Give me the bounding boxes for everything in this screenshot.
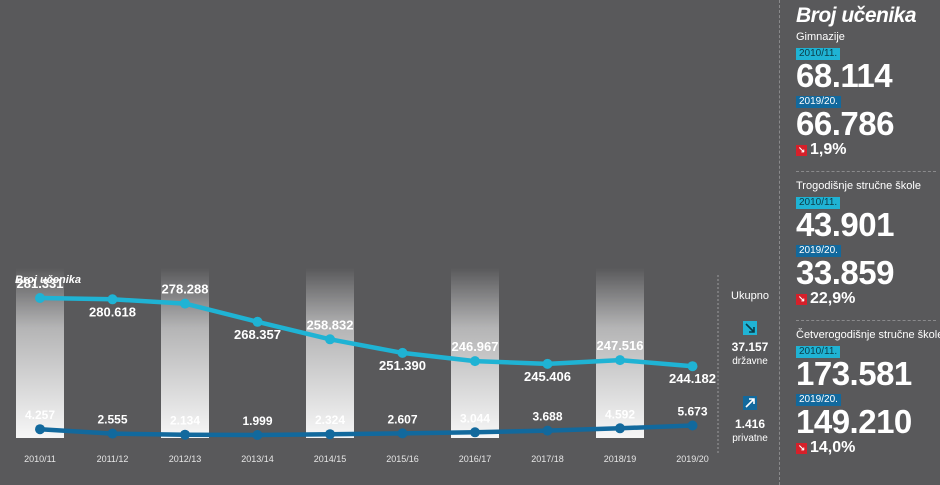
year-badge: 2010/11. [796,346,841,358]
value-2010: 68.114 [796,57,893,94]
data-point [397,347,408,358]
series-line [37,295,695,369]
data-point [252,316,263,327]
data-point [470,427,480,438]
data-label: 278.288 [162,282,209,297]
x-tick-label: 2019/20 [676,454,709,464]
year-badge: 2019/20. [796,394,841,406]
value-2019: 149.210 [796,403,912,440]
data-point [397,428,408,439]
data-point [542,358,553,369]
data-label: 2.607 [387,412,417,426]
arrow-up-right-icon [743,396,757,410]
legend-private-label: privatne [732,433,768,444]
chart-title: Broj učenika [15,274,81,286]
data-label: 245.406 [524,369,571,384]
data-label: 244.182 [669,371,716,386]
section-label: Četverogodišnje stručne škole [796,329,940,341]
data-label: 281.331 [17,276,64,291]
data-point [180,429,190,440]
data-point [615,355,625,366]
data-point [252,430,263,440]
year-badge: 2010/11. [796,197,841,209]
data-label: 258.832 [307,317,354,332]
x-tick-label: 2013/14 [241,454,274,464]
change-value: 22,9% [810,290,856,307]
data-label: 280.618 [89,304,136,319]
value-2019: 66.786 [796,105,894,142]
data-label: 4.592 [605,407,635,421]
data-point [687,420,698,431]
x-tick-label: 2016/17 [459,454,492,464]
panel-divider [779,0,780,485]
section-label: Trogodišnje stručne škole [796,180,921,192]
section-divider [796,171,936,172]
change-value: 14,0% [810,439,856,456]
arrow-down-right-icon [743,321,757,335]
year-badge: 2019/20. [796,245,841,257]
x-tick-label: 2011/12 [97,454,129,464]
x-tick-label: 2010/11 [24,454,56,464]
data-point [615,423,625,434]
data-point [542,425,553,436]
data-label: 5.673 [677,405,707,419]
section-label: Gimnazije [796,31,845,43]
value-2019: 33.859 [796,254,894,291]
arrow-down-right-icon: ↘ [796,294,807,305]
data-label: 1.999 [242,414,272,428]
change-row: ↘ 14,0% [796,439,936,457]
x-tick-label: 2014/15 [314,454,347,464]
section-gimnazije: Gimnazije 2010/11. 68.114 2019/20. 66.78… [796,31,936,159]
year-badge: 2019/20. [796,96,841,108]
x-tick-label: 2015/16 [386,454,419,464]
legend-title: Ukupno [731,290,769,302]
value-2010: 173.581 [796,355,912,392]
data-point [325,429,335,440]
section-cetverogodisnje: Četverogodišnje stručne škole 2010/11. 1… [796,329,940,457]
year-band [451,268,499,438]
year-band [306,268,354,438]
data-point [180,298,190,309]
data-point [35,424,45,435]
x-tick-label: 2018/19 [604,454,637,464]
change-value: 1,9% [810,141,847,158]
panel-title: Broj učenika [796,4,917,27]
value-2010: 43.901 [796,206,894,243]
section-trogodisnje: Trogodišnje stručne škole 2010/11. 43.90… [796,180,936,308]
legend-state-label: državne [732,356,768,367]
arrow-down-right-icon: ↘ [796,145,807,156]
data-label: 247.516 [597,338,644,353]
year-band [161,268,209,438]
data-point [107,428,118,439]
student-count-chart: Broj učenika 281.331 280.618 278.288 268.35… [15,268,769,464]
data-label: 3.688 [532,410,562,424]
series-line [37,423,695,438]
data-point [107,294,118,305]
change-row: ↘ 1,9% [796,141,936,159]
data-point [470,356,480,367]
x-tick-label: 2017/18 [531,454,564,464]
section-divider [796,320,936,321]
data-label: 246.967 [452,339,499,354]
data-label: 2.555 [97,413,127,427]
data-point [35,293,45,303]
legend-private-value: 1.416 [735,417,765,431]
data-label: 2.324 [315,413,345,427]
year-band [596,268,644,438]
data-label: 251.390 [379,358,426,373]
data-label: 2.134 [170,414,200,428]
summary-panel: Broj učenika Gimnazije 2010/11. 68.114 2… [796,0,940,485]
legend-state-value: 37.157 [732,340,769,354]
x-tick-label: 2012/13 [169,454,202,464]
data-label: 3.044 [460,411,490,425]
data-label: 4.257 [25,408,55,422]
data-point [687,361,698,372]
data-label: 268.357 [234,327,281,342]
year-badge: 2010/11. [796,48,841,60]
data-point [325,334,335,345]
arrow-down-right-icon: ↘ [796,443,807,454]
change-row: ↘ 22,9% [796,290,936,308]
